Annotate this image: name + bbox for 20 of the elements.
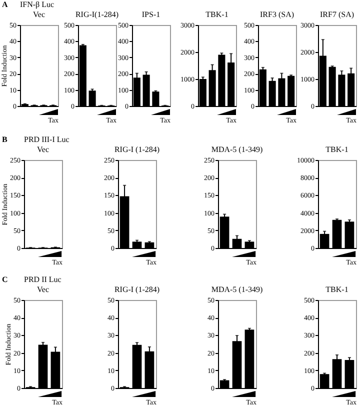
text: B — [2, 135, 8, 144]
chart-title: TBK-1 — [206, 10, 228, 19]
chart-title: Vec — [37, 285, 50, 294]
chart-title: TBK-1 — [326, 145, 348, 154]
text: A — [2, 0, 8, 9]
chart-title: IRF7 (SA) — [320, 10, 354, 19]
chart-title: IRF3 (SA) — [260, 10, 294, 19]
chart-title: Vec — [33, 10, 46, 19]
chart-title: RIG-I (1-284) — [114, 285, 160, 294]
chart-title: Vec — [37, 145, 50, 154]
chart-title: RIG-I(1-284) — [75, 10, 119, 19]
chart-title: MDA-5 (1-349) — [211, 285, 263, 294]
chart-title: MDA-5 (1-349) — [211, 145, 263, 154]
text: PRD II Luc — [24, 275, 62, 284]
chart-title: TBK-1 — [326, 285, 348, 294]
text: C — [2, 275, 8, 284]
chart-title: RIG-I (1-284) — [114, 145, 160, 154]
chart-title: IPS-1 — [142, 10, 160, 19]
text: IFN-β Luc — [20, 0, 54, 9]
text: PRD III-I Luc — [24, 135, 70, 144]
